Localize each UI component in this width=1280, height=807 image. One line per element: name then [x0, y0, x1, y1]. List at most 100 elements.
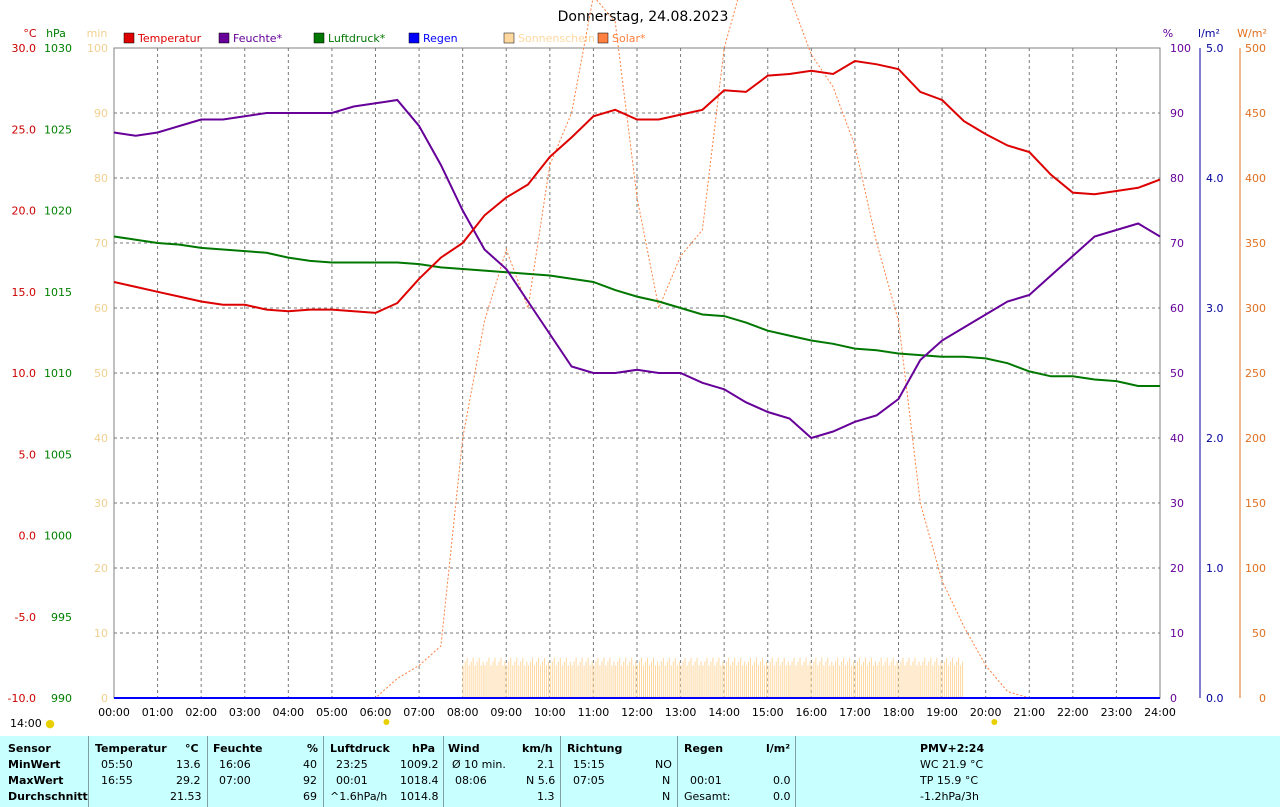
avg-dir-val: N [662, 790, 671, 803]
legend-swatch [123, 32, 135, 44]
sunshine-bar [736, 665, 738, 698]
sunshine-bar [805, 657, 807, 698]
tick-label-solar: 250 [1245, 367, 1266, 380]
sunshine-bar [747, 661, 749, 698]
tick-label-pressure: 1030 [44, 42, 72, 55]
sunshine-bar [888, 665, 890, 698]
sunshine-bar [755, 657, 757, 698]
unit-solar: W/m² [1237, 27, 1267, 40]
sunshine-bar [559, 657, 561, 698]
sunshine-bar [876, 665, 878, 698]
sunshine-bar [714, 665, 716, 698]
sunshine-bar [492, 661, 494, 698]
sunshine-bar [835, 661, 837, 698]
sunshine-bar [524, 665, 526, 698]
tick-label-minutes: 60 [94, 302, 108, 315]
sunshine-bar [843, 657, 845, 698]
hdr-rain-unit: l/m² [766, 742, 791, 755]
tick-label-solar: 450 [1245, 107, 1266, 120]
hdr-pmv: PMV+2:24 [920, 742, 985, 755]
sunshine-bar [944, 661, 946, 698]
sunshine-bar [615, 665, 617, 698]
unit-humidity: % [1163, 27, 1173, 40]
sunshine-bar [573, 661, 575, 698]
tick-label-time: 13:00 [665, 706, 697, 719]
legend-swatch [503, 32, 515, 44]
sunshine-bar [900, 661, 902, 698]
sunshine-bar [700, 661, 702, 698]
sunshine-bar [785, 665, 787, 698]
tick-label-solar: 150 [1245, 497, 1266, 510]
sunshine-bar [542, 661, 544, 698]
sunshine-bar [894, 665, 896, 698]
sunshine-bar [680, 665, 682, 698]
sunshine-bar [896, 661, 898, 698]
sunrise-marker-icon [383, 719, 390, 725]
max-temp-time: 16:55 [101, 774, 133, 787]
sunshine-bar [532, 657, 534, 698]
tick-label-pressure: 1020 [44, 205, 72, 218]
chart-title: Donnerstag, 24.08.2023 [558, 9, 729, 25]
sunshine-bar [773, 665, 775, 698]
sunshine-bar [738, 661, 740, 698]
sunshine-bar [540, 665, 542, 698]
sunshine-bar [462, 665, 464, 698]
sunshine-bar [757, 665, 759, 698]
unit-pressure: hPa [46, 27, 66, 40]
sunshine-bar [914, 657, 916, 698]
tick-label-minutes: 100 [87, 42, 108, 55]
tick-label-time: 09:00 [490, 706, 522, 719]
tick-label-pressure: 1015 [44, 286, 72, 299]
sunshine-bar [833, 665, 835, 698]
sunshine-bar [597, 657, 599, 698]
sunshine-bar [528, 665, 530, 698]
sunshine-bar [722, 661, 724, 698]
sunshine-bar [510, 657, 512, 698]
sunshine-bar [536, 661, 538, 698]
series-humidity-line [113, 98, 1161, 440]
tick-label-solar: 100 [1245, 562, 1266, 575]
tick-label-time: 19:00 [926, 706, 958, 719]
hdr-temp-unit: °C [185, 742, 199, 755]
sunshine-bar [484, 665, 486, 698]
sunshine-bar [591, 661, 593, 698]
min-hum-val: 40 [303, 758, 317, 771]
sunshine-bar [962, 661, 964, 698]
sunshine-bar [688, 661, 690, 698]
tick-label-solar: 400 [1245, 172, 1266, 185]
min-temp-time: 05:50 [101, 758, 133, 771]
sunshine-bar [716, 661, 718, 698]
sunshine-bar [627, 665, 629, 698]
tick-label-temp: 10.0 [12, 367, 37, 380]
sunshine-bar [821, 657, 823, 698]
sunshine-bar [474, 665, 476, 698]
tick-label-time: 24:00 [1144, 706, 1176, 719]
sunshine-bar [668, 657, 670, 698]
sunshine-bar [926, 665, 928, 698]
legend-label: Feuchte* [233, 32, 283, 45]
sunshine-bar [692, 665, 694, 698]
sunshine-bar [849, 657, 851, 698]
row-max-label: MaxWert [8, 774, 64, 787]
sunshine-bar [520, 661, 522, 698]
sunshine-bar [645, 661, 646, 698]
sunshine-bar [910, 665, 912, 698]
sunshine-bar [904, 665, 906, 698]
unit-temp: °C [23, 27, 37, 40]
sunshine-bar [912, 661, 914, 698]
sunshine-bar [928, 661, 930, 698]
tick-label-minutes: 80 [94, 172, 108, 185]
sunshine-bar [639, 661, 640, 698]
sunshine-bar [623, 661, 625, 698]
sunshine-bar [569, 661, 571, 698]
tick-label-humidity: 100 [1170, 42, 1191, 55]
tick-label-temp: 5.0 [19, 448, 37, 461]
sunshine-bar [480, 665, 482, 698]
sunshine-bar [653, 657, 654, 698]
time-marker-label: 14:00 [10, 717, 42, 730]
sunshine-bar [878, 661, 880, 698]
sunshine-bar [938, 665, 940, 698]
sunshine-bar [837, 657, 839, 698]
sunshine-bar [589, 665, 591, 698]
max-dir-val: N [662, 774, 671, 787]
